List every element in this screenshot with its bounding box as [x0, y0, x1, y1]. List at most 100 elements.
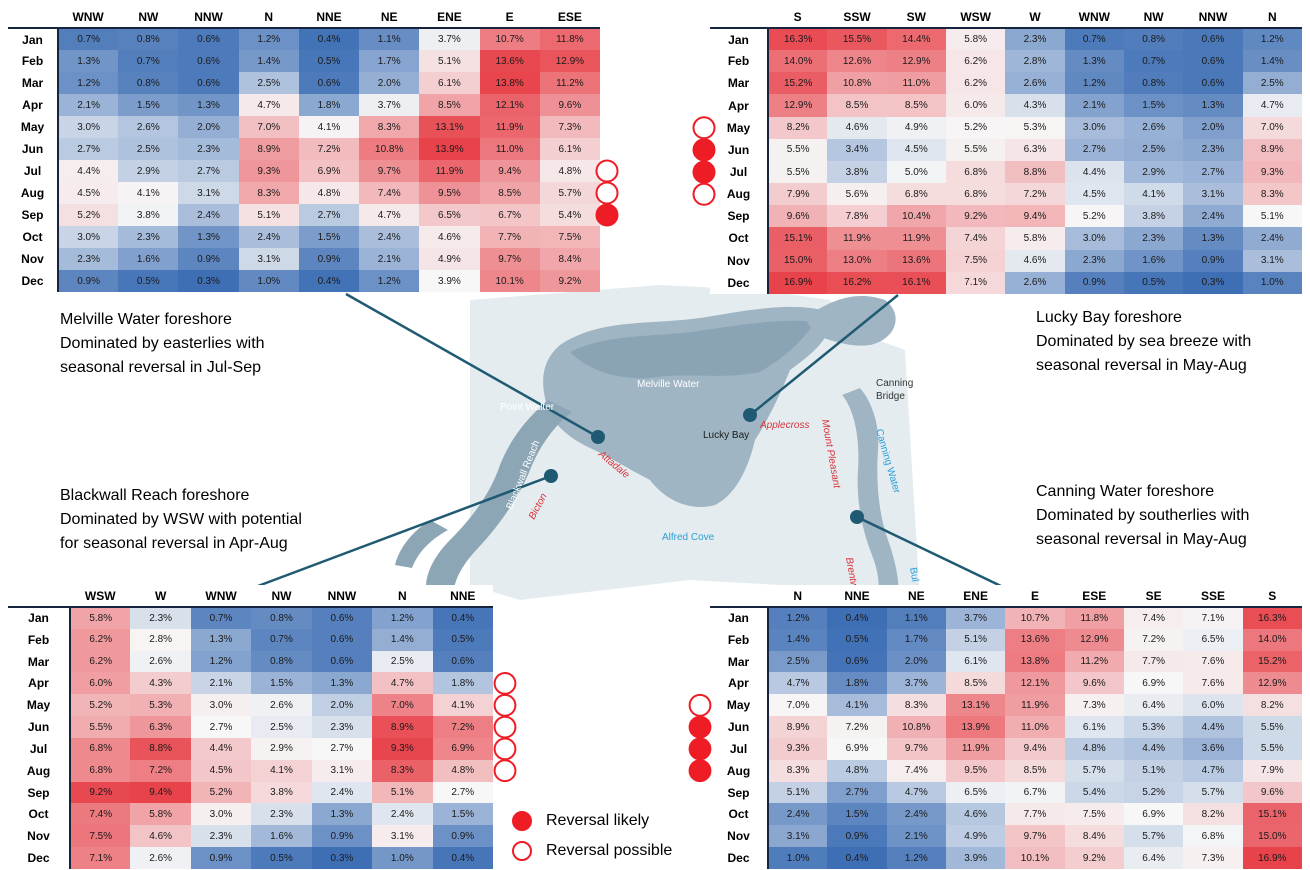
- heat-cell: 0.4%: [298, 28, 360, 50]
- heat-cell: 4.8%: [298, 182, 360, 204]
- heat-cell: 7.7%: [1123, 650, 1184, 673]
- heat-cell: 9.2%: [1064, 847, 1124, 869]
- caption-line: Dominated by WSW with potential: [60, 511, 302, 528]
- heat-cell: 0.9%: [827, 825, 887, 848]
- heat-cell: 2.5%: [251, 716, 312, 738]
- heat-cell: 5.8%: [130, 803, 191, 826]
- heat-cell: 2.6%: [1005, 271, 1065, 294]
- heat-cell: 8.9%: [238, 138, 299, 160]
- caption-line: seasonal reversal in Jul-Sep: [60, 359, 261, 376]
- heat-cell: 7.4%: [70, 803, 131, 826]
- row-header-mar: Mar: [710, 650, 769, 673]
- heat-cell: 7.1%: [70, 847, 131, 869]
- heat-cell: 2.6%: [251, 694, 312, 717]
- heat-cell: 5.2%: [70, 694, 131, 717]
- heat-cell: 6.0%: [70, 672, 131, 695]
- heat-cell: 5.5%: [945, 138, 1006, 161]
- heat-cell: 0.5%: [298, 50, 360, 72]
- column-header-n: N: [372, 585, 433, 608]
- table-row: Jun 2.7% 2.5% 2.3% 8.9% 7.2% 10.8% 13.9% 11.0% 6.…: [8, 138, 600, 160]
- heat-cell: 4.1%: [298, 116, 360, 138]
- heat-cell: 4.4%: [190, 737, 252, 760]
- heat-cell: 6.1%: [1064, 716, 1124, 738]
- row-header-nov: Nov: [710, 249, 769, 272]
- heat-cell: 4.5%: [190, 759, 252, 782]
- row-header-jul: Jul: [710, 160, 769, 184]
- heat-cell: 4.8%: [539, 160, 600, 182]
- corner-cell: [710, 585, 768, 608]
- legend-item-possible: Reversal possible: [512, 836, 672, 866]
- heat-cell: 4.7%: [1242, 94, 1302, 117]
- heat-cell: 9.5%: [419, 182, 480, 204]
- table-row: Oct 15.1% 11.9% 11.9% 7.4% 5.8% 3.0% 2.3% 1.3% 2.…: [710, 227, 1302, 250]
- heat-cell: 10.8%: [827, 72, 887, 95]
- table-row: Apr 6.0% 4.3% 2.1% 1.5% 1.3% 4.7% 1.8%: [8, 672, 493, 695]
- heat-cell: 1.7%: [886, 628, 946, 651]
- heat-cell: 5.2%: [1064, 205, 1124, 228]
- heat-cell: 10.7%: [479, 28, 540, 50]
- column-header-nnw: NNW: [178, 6, 239, 29]
- heat-cell: 0.9%: [58, 270, 119, 292]
- table-row: Dec 7.1% 2.6% 0.9% 0.5% 0.3% 1.0% 0.4%: [8, 847, 493, 869]
- heat-cell: 13.1%: [945, 694, 1006, 717]
- heat-cell: 4.7%: [768, 672, 828, 695]
- heat-cell: 1.2%: [372, 607, 433, 629]
- heat-cell: 12.6%: [827, 50, 887, 73]
- heat-cell: 6.8%: [886, 183, 946, 206]
- heat-cell: 8.3%: [886, 694, 946, 717]
- row-header-sep: Sep: [8, 781, 71, 804]
- heat-cell: 5.3%: [1005, 116, 1065, 139]
- heat-cell: 0.8%: [251, 607, 312, 629]
- column-header-wsw: WSW: [70, 585, 131, 608]
- heat-cell: 3.7%: [945, 607, 1006, 629]
- table-row: May 8.2% 4.6% 4.9% 5.2% 5.3% 3.0% 2.6% 2.0% 7.0%: [710, 116, 1302, 139]
- heat-cell: 1.3%: [311, 672, 373, 695]
- table-row: Mar 6.2% 2.6% 1.2% 0.8% 0.6% 2.5% 0.6%: [8, 650, 493, 673]
- heat-cell: 0.6%: [311, 650, 373, 673]
- heat-cell: 9.7%: [1005, 825, 1065, 848]
- heat-cell: 1.5%: [251, 672, 312, 695]
- heat-cell: 13.1%: [419, 116, 480, 138]
- heat-cell: 7.3%: [539, 116, 600, 138]
- heat-cell: 4.8%: [1064, 737, 1124, 760]
- caption-line: Blackwall Reach foreshore: [60, 487, 250, 504]
- heat-cell: 2.3%: [1183, 138, 1243, 161]
- heat-cell: 4.5%: [58, 182, 119, 204]
- heat-cell: 3.8%: [1123, 205, 1184, 228]
- row-header-feb: Feb: [8, 50, 59, 72]
- heat-cell: 7.3%: [1064, 694, 1124, 717]
- heat-cell: 4.6%: [1005, 249, 1065, 272]
- heat-cell: 6.9%: [298, 160, 360, 182]
- column-header-wnw: WNW: [1064, 6, 1124, 29]
- heat-cell: 6.5%: [945, 781, 1006, 804]
- label-melville-water: Melville Water: [637, 379, 700, 390]
- heat-cell: 11.9%: [1005, 694, 1065, 717]
- corner-cell: [710, 6, 768, 29]
- heat-cell: 8.5%: [886, 94, 946, 117]
- row-header-jul: Jul: [8, 737, 71, 760]
- caption-melville-water: Melville Water foreshore Dominated by eas…: [60, 308, 265, 380]
- corner-cell: [8, 6, 58, 29]
- column-header-wsw: WSW: [945, 6, 1006, 29]
- label-alfred-cove: Alfred Cove: [662, 532, 715, 543]
- column-header-nnw: NNW: [311, 585, 373, 608]
- leader-line-melville: [345, 292, 599, 439]
- heat-cell: 0.9%: [311, 825, 373, 848]
- row-header-may: May: [8, 694, 71, 717]
- heat-cell: 16.1%: [886, 271, 946, 294]
- heat-cell: 0.7%: [1064, 28, 1124, 51]
- heat-cell: 10.4%: [886, 205, 946, 228]
- heat-cell: 3.0%: [58, 116, 119, 138]
- row-header-jun: Jun: [8, 138, 59, 160]
- heat-cell: 0.3%: [178, 270, 239, 292]
- heat-cell: 1.5%: [432, 803, 493, 826]
- heat-cell: 7.2%: [1005, 183, 1065, 206]
- row-header-nov: Nov: [8, 825, 71, 848]
- row-header-aug: Aug: [710, 183, 769, 206]
- caption-line: Dominated by sea breeze with: [1036, 333, 1252, 350]
- heat-cell: 1.3%: [1064, 50, 1124, 73]
- table-row: May 5.2% 5.3% 3.0% 2.6% 2.0% 7.0% 4.1%: [8, 694, 493, 717]
- heat-cell: 3.9%: [945, 847, 1006, 869]
- heat-cell: 8.8%: [130, 737, 191, 760]
- heat-cell: 5.2%: [945, 116, 1006, 139]
